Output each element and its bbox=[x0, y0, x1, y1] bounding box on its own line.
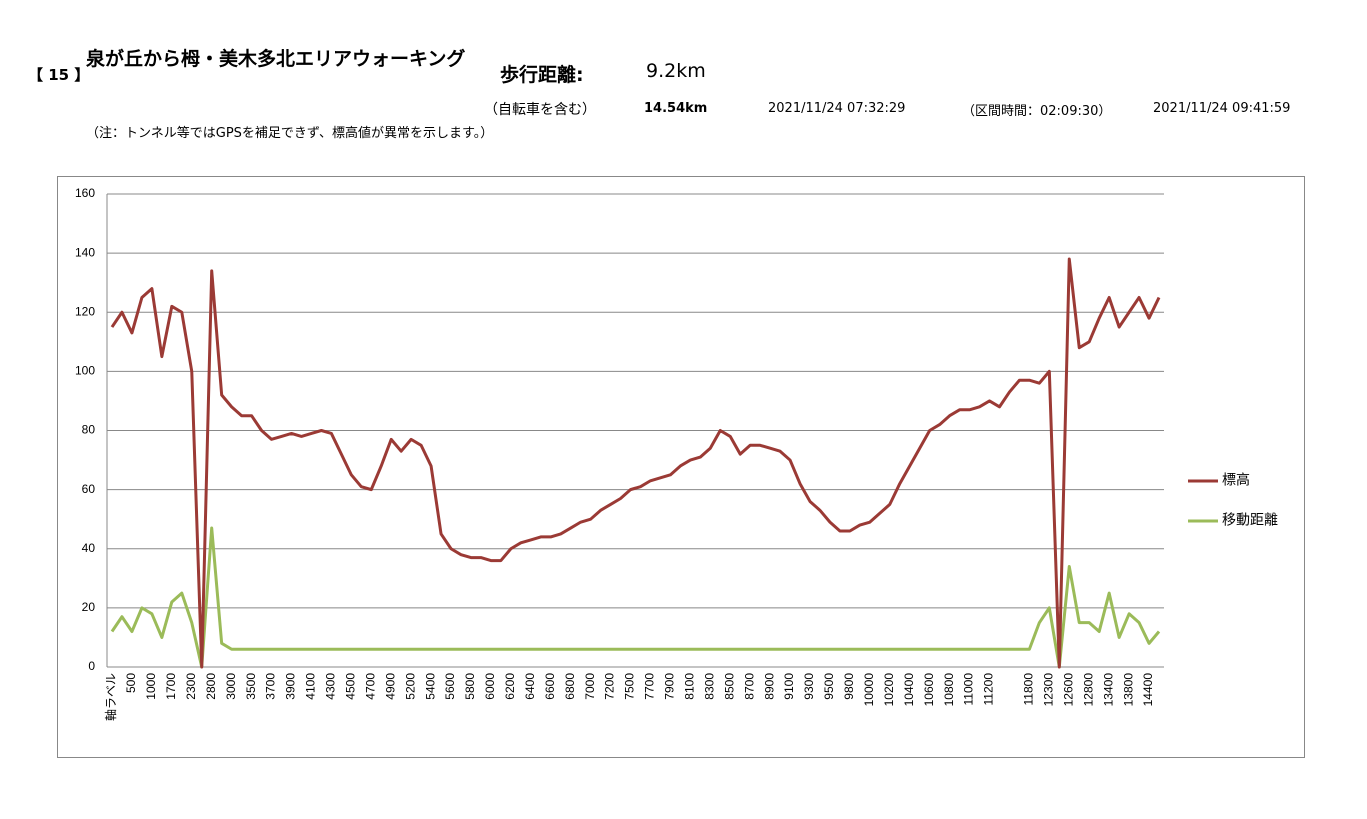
start-time: 2021/11/24 07:32:29 bbox=[768, 101, 906, 116]
x-tick-label: 10200 bbox=[882, 673, 896, 707]
x-tick-label: 5600 bbox=[443, 673, 457, 700]
x-tick-label: 12800 bbox=[1081, 673, 1095, 707]
title: 泉が丘から栂・美木多北エリアウォーキング bbox=[86, 48, 466, 70]
legend-label: 標高 bbox=[1222, 472, 1250, 488]
x-tick-label: 14400 bbox=[1141, 673, 1155, 707]
x-tick-label: 12600 bbox=[1061, 673, 1075, 707]
y-tick-label: 80 bbox=[82, 423, 96, 437]
x-tick-label: 13400 bbox=[1101, 673, 1115, 707]
x-tick-label: 4900 bbox=[383, 673, 397, 700]
y-tick-label: 0 bbox=[88, 659, 95, 673]
series-line bbox=[110, 526, 1161, 669]
x-tick-label: 2800 bbox=[204, 673, 218, 700]
x-tick-label: 10000 bbox=[862, 673, 876, 707]
x-tick-label: 3900 bbox=[284, 673, 298, 700]
x-tick-label: 8900 bbox=[762, 673, 776, 700]
y-tick-label: 160 bbox=[75, 186, 95, 200]
y-tick-label: 40 bbox=[82, 541, 96, 555]
x-tick-label: 10400 bbox=[902, 673, 916, 707]
x-tick-label: 7500 bbox=[623, 673, 637, 700]
x-tick-label: 5800 bbox=[463, 673, 477, 700]
end-time: 2021/11/24 09:41:59 bbox=[1153, 101, 1291, 116]
series-line bbox=[110, 257, 1161, 669]
x-tick-label: 6600 bbox=[543, 673, 557, 700]
x-tick-label: 8700 bbox=[742, 673, 756, 700]
x-tick-label: 500 bbox=[124, 673, 138, 693]
x-tick-label: 10600 bbox=[922, 673, 936, 707]
x-tick-label: 7200 bbox=[603, 673, 617, 700]
x-tick-label: 13800 bbox=[1121, 673, 1135, 707]
x-tick-label: 1000 bbox=[144, 673, 158, 700]
number: 【 15 】 bbox=[28, 66, 90, 84]
x-tick-label: 9300 bbox=[802, 673, 816, 700]
y-tick-label: 60 bbox=[82, 482, 96, 496]
x-tick-label: 1700 bbox=[164, 673, 178, 700]
x-tick-label: 6000 bbox=[483, 673, 497, 700]
x-tick-label: 11000 bbox=[962, 673, 976, 706]
x-tick-label: 8100 bbox=[683, 673, 697, 700]
x-tick-label: 11200 bbox=[982, 673, 996, 706]
x-tick-label: 7700 bbox=[643, 673, 657, 700]
walk-label: 歩行距離: bbox=[500, 64, 584, 86]
note: （注：トンネル等ではGPSを補足できず、標高値が異常を示します。） bbox=[86, 126, 494, 141]
chart-frame bbox=[57, 176, 1305, 758]
y-tick-label: 140 bbox=[75, 245, 95, 259]
y-tick-label: 20 bbox=[82, 600, 96, 614]
x-tick-label: 7900 bbox=[663, 673, 677, 700]
legend-label: 移動距離 bbox=[1222, 512, 1278, 528]
x-tick-label: 7000 bbox=[583, 673, 597, 700]
x-tick-label: 3000 bbox=[224, 673, 238, 700]
x-tick-label: 8300 bbox=[702, 673, 716, 700]
x-tick-label: 6200 bbox=[503, 673, 517, 700]
x-tick-label: 6400 bbox=[523, 673, 537, 700]
interval: （区間時間：02:09:30） bbox=[962, 104, 1112, 119]
x-tick-label: 2300 bbox=[184, 673, 198, 700]
x-tick-label: 4700 bbox=[363, 673, 377, 700]
x-tick-label: 5200 bbox=[403, 673, 417, 700]
total-distance: 14.54km bbox=[644, 101, 708, 116]
x-tick-label: 10800 bbox=[942, 673, 956, 707]
x-tick-label: 5400 bbox=[423, 673, 437, 700]
x-tick-label: 4500 bbox=[343, 673, 357, 700]
x-tick-label: 3700 bbox=[264, 673, 278, 700]
bike-label: （自転車を含む） bbox=[484, 102, 596, 118]
y-tick-label: 120 bbox=[75, 304, 95, 318]
x-tick-label: 11800 bbox=[1022, 673, 1036, 706]
x-tick-label: 9800 bbox=[842, 673, 856, 700]
x-tick-label: 9100 bbox=[782, 673, 796, 700]
x-tick-label: 4100 bbox=[304, 673, 318, 700]
x-tick-label: 6800 bbox=[563, 673, 577, 700]
x-tick-label: 12300 bbox=[1041, 673, 1055, 707]
x-tick-label: 8500 bbox=[722, 673, 736, 700]
x-tick-label: 軸ラベル bbox=[104, 673, 118, 721]
x-tick-label: 3500 bbox=[244, 673, 258, 700]
x-tick-label: 4300 bbox=[324, 673, 338, 700]
walk-distance: 9.2km bbox=[646, 60, 706, 82]
x-tick-label: 9500 bbox=[822, 673, 836, 700]
y-tick-label: 100 bbox=[75, 364, 95, 378]
